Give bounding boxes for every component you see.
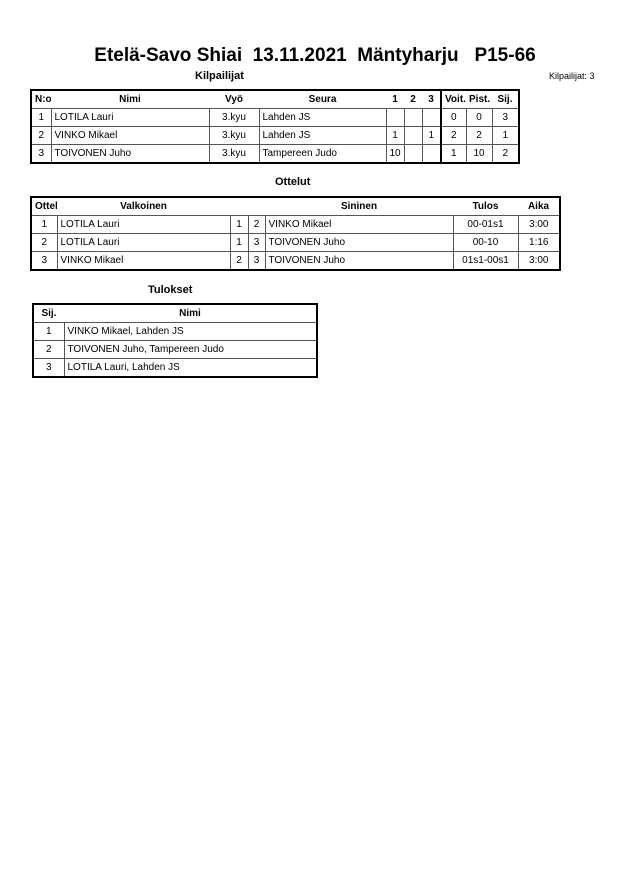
tulokset-cell: 1 <box>32 322 65 341</box>
kilpailijat-cell: 2 <box>491 144 520 164</box>
kilpailijat-column-header: Nimi <box>51 90 209 109</box>
tulokset-column-header: Sij. <box>33 304 64 323</box>
kilpailijat-cell: 2 <box>465 126 493 145</box>
ottelut-cell: VINKO Mikael <box>264 215 454 234</box>
kilpailijat-heading: Kilpailijat <box>195 70 244 82</box>
ottelut-column-header: Aika <box>518 197 560 216</box>
ottelut-cell: 3 <box>247 251 266 271</box>
ottelut-heading: Ottelut <box>275 176 311 188</box>
kilpailijat-cell: Tampereen Judo <box>258 144 387 164</box>
ottelut-column-header: Sininen <box>265 197 453 216</box>
kilpailijat-column-header: Seura <box>259 90 386 109</box>
results-table: Sij. Nimi 1 VINKO Mikael, Lahden JS 2 TOIVONE… <box>32 303 318 378</box>
kilpailijat-column-header: N:o <box>31 90 51 109</box>
ottelut-cell: 2 <box>229 251 249 271</box>
ottelut-column-header: Tulos <box>453 197 518 216</box>
kilpailijat-cell <box>403 108 423 127</box>
ottelut-cell: 3:00 <box>517 251 561 271</box>
ottelut-cell: VINKO Mikael <box>56 251 231 271</box>
ottelut-column-header: Valkoinen <box>57 197 230 216</box>
ottelut-cell: 1 <box>229 215 249 234</box>
kilpailijat-cell: 1 <box>30 108 52 127</box>
kilpailijat-column-header: Vyö <box>209 90 259 109</box>
tulokset-heading: Tulokset <box>148 284 193 296</box>
kilpailijat-cell: 3 <box>491 108 520 127</box>
tulokset-row: 3 LOTILA Lauri, Lahden JS <box>32 358 318 378</box>
kilpailijat-cell: 1 <box>421 126 442 145</box>
page-title: Etelä-Savo Shiai 13.11.2021 Mäntyharju P… <box>94 45 536 66</box>
tulokset-cell: VINKO Mikael, Lahden JS <box>63 322 318 341</box>
ottelut-cell: LOTILA Lauri <box>56 215 231 234</box>
ottelut-cell: 2 <box>247 215 266 234</box>
ottelut-cell: TOIVONEN Juho <box>264 233 454 252</box>
kilpailijat-row: 1 LOTILA Lauri 3.kyu Lahden JS 0 0 3 <box>30 108 520 127</box>
kilpailijat-cell <box>403 144 423 164</box>
kilpailijat-cell <box>421 144 442 164</box>
ottelut-row: 2 LOTILA Lauri 1 3 TOIVONEN Juho 00-10 1:16 <box>30 233 561 252</box>
kilpailijat-column-header: Voit. <box>440 90 466 109</box>
kilpailijat-cell: 3.kyu <box>208 126 260 145</box>
kilpailijat-cell: TOIVONEN Juho <box>50 144 210 164</box>
kilpailijat-cell <box>421 108 442 127</box>
tulokset-cell: 3 <box>32 358 65 378</box>
ottelut-cell: 3 <box>30 251 58 271</box>
kilpailijat-column-header: 2 <box>404 90 422 109</box>
ottelut-cell: TOIVONEN Juho <box>264 251 454 271</box>
kilpailijat-header-row: N:o Nimi Vyö Seura 1 2 3 Voit. Pist. Sij. <box>31 90 519 109</box>
tulokset-header-row: Sij. Nimi <box>33 304 317 323</box>
kilpailijat-cell: 0 <box>465 108 493 127</box>
ottelut-cell: LOTILA Lauri <box>56 233 231 252</box>
kilpailijat-column-header: 1 <box>386 90 404 109</box>
tulokset-cell: 2 <box>32 340 65 359</box>
kilpailijat-cell: Lahden JS <box>258 126 387 145</box>
kilpailijat-cell: 0 <box>440 108 467 127</box>
kilpailijat-column-header: 3 <box>422 90 441 109</box>
ottelut-cell: 00-10 <box>452 233 519 252</box>
kilpailijat-cell: Lahden JS <box>258 108 387 127</box>
kilpailijat-cell <box>403 126 423 145</box>
ottelut-cell: 1:16 <box>517 233 561 252</box>
ottelut-cell: 00-01s1 <box>452 215 519 234</box>
ottelut-row: 1 LOTILA Lauri 1 2 VINKO Mikael 00-01s1 3:00 <box>30 215 561 234</box>
ottelut-cell: 1 <box>229 233 249 252</box>
kilpailijat-column-header: Sij. <box>492 90 519 109</box>
ottelut-column-header: Ottelu <box>31 197 57 216</box>
kilpailijat-cell: 1 <box>440 144 467 164</box>
ottelut-cell: 3:00 <box>517 215 561 234</box>
kilpailijat-cell: 1 <box>491 126 520 145</box>
kilpailijat-cell: VINKO Mikael <box>50 126 210 145</box>
kilpailijat-cell: 3.kyu <box>208 108 260 127</box>
ottelut-row: 3 VINKO Mikael 2 3 TOIVONEN Juho 01s1-00s1 3:0… <box>30 251 561 271</box>
kilpailijat-row: 3 TOIVONEN Juho 3.kyu Tampereen Judo 10 1 10 2 <box>30 144 520 164</box>
kilpailijat-cell: 10 <box>385 144 405 164</box>
ottelut-cell: 3 <box>247 233 266 252</box>
kilpailijat-cell: LOTILA Lauri <box>50 108 210 127</box>
kilpailijat-cell: 3 <box>30 144 52 164</box>
ottelut-cell: 01s1-00s1 <box>452 251 519 271</box>
competitor-count: Kilpailijat: 3 <box>549 71 595 81</box>
tulokset-cell: TOIVONEN Juho, Tampereen Judo <box>63 340 318 359</box>
ottelut-column-header <box>230 197 248 216</box>
kilpailijat-cell: 3.kyu <box>208 144 260 164</box>
kilpailijat-cell <box>385 108 405 127</box>
kilpailijat-cell: 2 <box>440 126 467 145</box>
tulokset-row: 2 TOIVONEN Juho, Tampereen Judo <box>32 340 318 359</box>
kilpailijat-column-header: Pist. <box>466 90 492 109</box>
kilpailijat-row: 2 VINKO Mikael 3.kyu Lahden JS 1 1 2 2 1 <box>30 126 520 145</box>
ottelut-column-header <box>248 197 265 216</box>
ottelut-cell: 2 <box>30 233 58 252</box>
ottelut-cell: 1 <box>30 215 58 234</box>
tulokset-cell: LOTILA Lauri, Lahden JS <box>63 358 318 378</box>
tulokset-row: 1 VINKO Mikael, Lahden JS <box>32 322 318 341</box>
competitors-table: N:o Nimi Vyö Seura 1 2 3 Voit. Pist. Sij. 1 LOTILA … <box>30 89 520 164</box>
tulokset-column-header: Nimi <box>64 304 317 323</box>
kilpailijat-cell: 1 <box>385 126 405 145</box>
kilpailijat-cell: 10 <box>465 144 493 164</box>
kilpailijat-cell: 2 <box>30 126 52 145</box>
